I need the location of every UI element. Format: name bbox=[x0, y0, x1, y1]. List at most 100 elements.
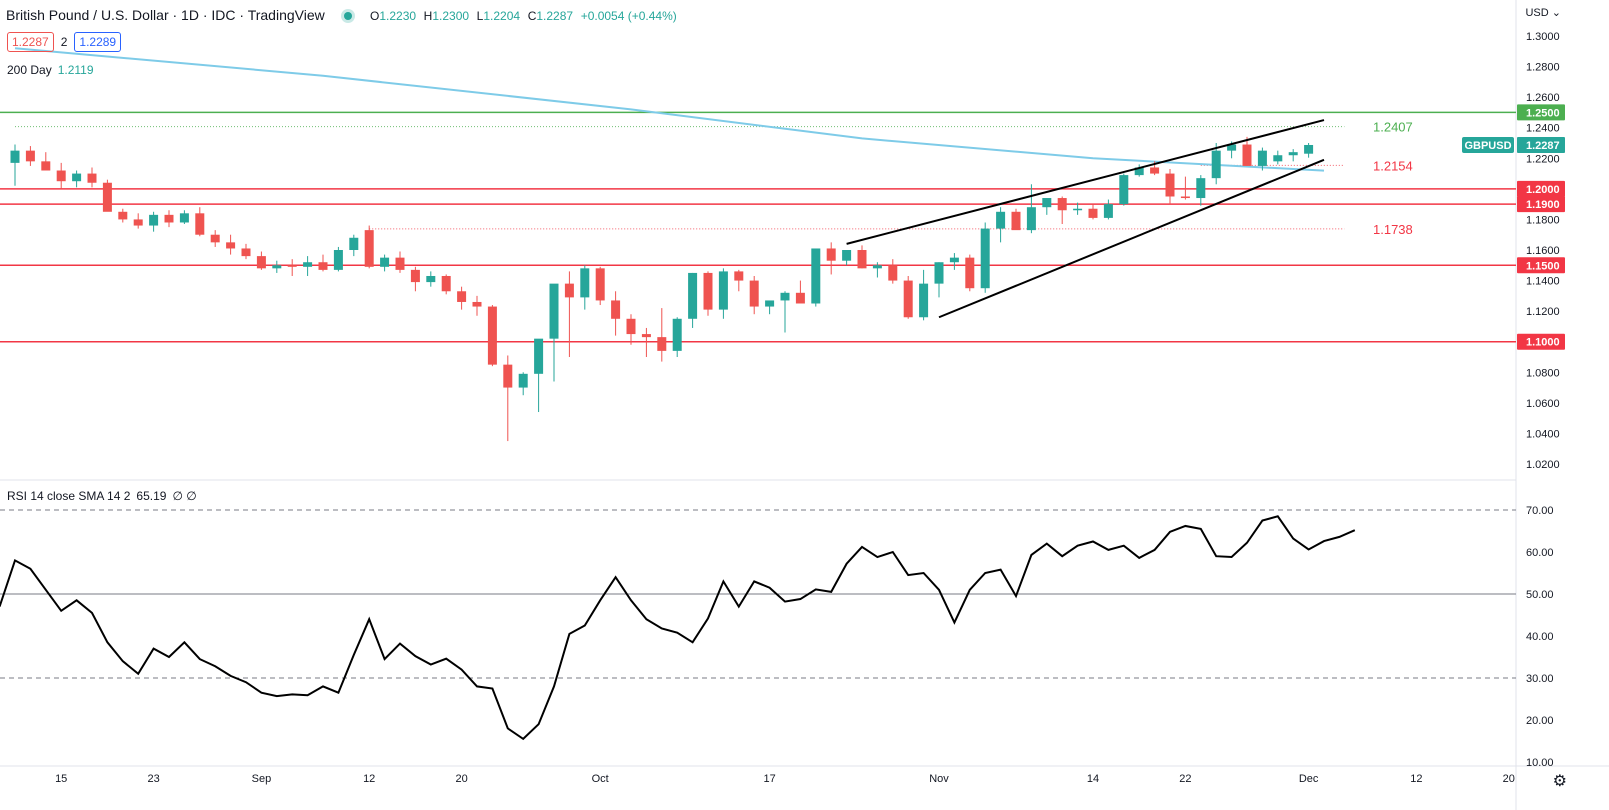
candle-body bbox=[133, 219, 143, 226]
candle-body bbox=[1196, 178, 1206, 199]
rsi-line bbox=[0, 515, 1356, 741]
candle-body bbox=[256, 256, 266, 269]
level-price-badge bbox=[1517, 104, 1565, 121]
price-tick-label: 1.0200 bbox=[1526, 459, 1560, 471]
rsi-extra: ∅ ∅ bbox=[172, 489, 197, 503]
dotted-level-label: 1.2407 bbox=[1373, 120, 1413, 135]
candle-body bbox=[1227, 144, 1237, 151]
candle-body bbox=[318, 262, 328, 270]
candle-body bbox=[842, 250, 852, 261]
candle-body bbox=[72, 173, 82, 182]
level-price-label: 1.1500 bbox=[1526, 260, 1560, 272]
candle-body bbox=[1257, 150, 1267, 166]
price-tick-label: 1.2200 bbox=[1526, 153, 1560, 165]
ask-price-button[interactable]: 1.2289 bbox=[74, 32, 122, 52]
candle-body bbox=[626, 318, 636, 335]
candle-body bbox=[1288, 152, 1298, 156]
candle-body bbox=[503, 364, 513, 388]
rsi-tick-label: 10.00 bbox=[1526, 757, 1554, 769]
candle-body bbox=[641, 334, 651, 338]
candle-body bbox=[934, 262, 944, 284]
candle-body bbox=[210, 234, 220, 243]
candle-body bbox=[195, 213, 205, 235]
level-price-badge bbox=[1517, 257, 1565, 274]
rsi-label: RSI 14 close SMA 14 2 bbox=[7, 489, 131, 503]
gear-icon[interactable]: ⚙ bbox=[1552, 773, 1567, 790]
candle-body bbox=[795, 292, 805, 304]
candle-body bbox=[688, 272, 698, 319]
time-tick-label: Dec bbox=[1299, 773, 1319, 785]
symbol-badge-label: GBPUSD bbox=[1464, 140, 1511, 152]
symbol-title[interactable]: British Pound / U.S. Dollar · 1D · IDC ·… bbox=[6, 7, 325, 23]
candle-body bbox=[965, 257, 975, 289]
price-tick-label: 1.1600 bbox=[1526, 245, 1560, 257]
time-tick-label: Nov bbox=[929, 773, 949, 785]
ohlc-low: L1.2204 bbox=[476, 9, 521, 23]
price-tick-label: 1.1800 bbox=[1526, 214, 1560, 226]
candle-body bbox=[518, 373, 528, 388]
candle-body bbox=[179, 213, 189, 223]
rsi-tick-label: 30.00 bbox=[1526, 673, 1554, 685]
candle-body bbox=[996, 211, 1006, 229]
candle-body bbox=[949, 257, 959, 263]
price-tick-label: 1.1200 bbox=[1526, 306, 1560, 318]
trend-line bbox=[938, 158, 1325, 319]
candle-body bbox=[1150, 167, 1160, 174]
ma-legend[interactable]: 200 Day 1.2119 bbox=[7, 63, 94, 77]
price-change: +0.0054 (+0.44%) bbox=[580, 9, 677, 23]
candle-body bbox=[25, 150, 35, 162]
level-price-badge bbox=[1517, 196, 1565, 213]
candle-body bbox=[303, 262, 313, 267]
dotted-level-label: 1.1738 bbox=[1373, 222, 1413, 237]
ohlc-close: C1.2287 bbox=[527, 9, 574, 23]
bid-price-button[interactable]: 1.2287 bbox=[7, 32, 54, 52]
candle-body bbox=[980, 228, 990, 289]
candle-body bbox=[1273, 155, 1283, 162]
candle-body bbox=[102, 182, 112, 212]
candle-body bbox=[734, 271, 744, 281]
candle-body bbox=[595, 268, 605, 301]
currency-selector[interactable]: USD ⌄ bbox=[1525, 7, 1561, 19]
candle-body bbox=[287, 265, 297, 267]
candle-body bbox=[826, 248, 836, 261]
candle-body bbox=[410, 269, 420, 283]
candle-body bbox=[457, 291, 467, 302]
candle-body bbox=[441, 275, 451, 292]
time-tick-label: Oct bbox=[592, 773, 609, 785]
candle-body bbox=[164, 214, 174, 223]
candle-body bbox=[1165, 173, 1175, 197]
rsi-tick-label: 50.00 bbox=[1526, 589, 1554, 601]
candle-body bbox=[241, 248, 251, 257]
price-tick-label: 1.1400 bbox=[1526, 276, 1560, 288]
candle-body bbox=[1180, 196, 1190, 199]
ma-value: 1.2119 bbox=[57, 63, 94, 77]
time-tick-label: 20 bbox=[1503, 773, 1515, 785]
ohlc-open: O1.2230 bbox=[370, 9, 417, 23]
last-price-label: 1.2287 bbox=[1526, 140, 1560, 152]
rsi-legend[interactable]: RSI 14 close SMA 14 2 65.19 ∅ ∅ bbox=[7, 489, 197, 503]
level-price-badge bbox=[1517, 180, 1565, 197]
candle-body bbox=[749, 280, 759, 307]
candle-body bbox=[611, 300, 621, 319]
time-tick-label: 12 bbox=[1410, 773, 1422, 785]
spread-value: 2 bbox=[60, 35, 68, 49]
candle-body bbox=[1026, 207, 1036, 231]
candle-body bbox=[226, 242, 236, 249]
dotted-level-label: 1.2154 bbox=[1373, 158, 1413, 173]
candle-body bbox=[10, 150, 20, 163]
price-tick-label: 1.2600 bbox=[1526, 92, 1560, 104]
candle-body bbox=[903, 280, 913, 318]
price-tick-label: 1.2400 bbox=[1526, 123, 1560, 135]
candle-body bbox=[703, 272, 713, 310]
time-tick-label: 12 bbox=[363, 773, 375, 785]
candle-body bbox=[380, 257, 390, 267]
candle-body bbox=[657, 337, 667, 351]
level-price-badge bbox=[1517, 333, 1565, 350]
candle-body bbox=[564, 283, 574, 298]
candle-body bbox=[857, 250, 867, 269]
symbol-legend: British Pound / U.S. Dollar · 1D · IDC ·… bbox=[6, 7, 681, 23]
candle-body bbox=[1088, 208, 1098, 218]
ohlc-high: H1.2300 bbox=[423, 9, 470, 23]
candle-body bbox=[333, 250, 343, 270]
